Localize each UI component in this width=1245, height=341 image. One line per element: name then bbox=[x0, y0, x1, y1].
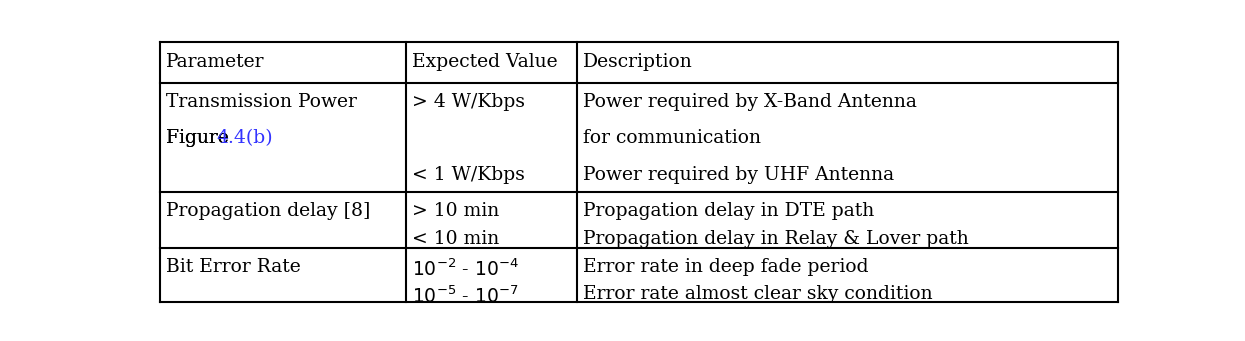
Text: Propagation delay in Relay & Lover path: Propagation delay in Relay & Lover path bbox=[583, 230, 969, 248]
Text: Figure: Figure bbox=[167, 130, 235, 147]
Text: > 10 min: > 10 min bbox=[412, 202, 499, 220]
Text: Propagation delay in DTE path: Propagation delay in DTE path bbox=[583, 202, 874, 220]
Text: $10^{-5}$ - $10^{-7}$: $10^{-5}$ - $10^{-7}$ bbox=[412, 285, 519, 307]
Text: < 1 W/Kbps: < 1 W/Kbps bbox=[412, 166, 525, 184]
Text: $10^{-2}$ - $10^{-4}$: $10^{-2}$ - $10^{-4}$ bbox=[412, 258, 519, 280]
Text: Propagation delay [8]: Propagation delay [8] bbox=[167, 202, 371, 220]
Text: Power required by X-Band Antenna: Power required by X-Band Antenna bbox=[583, 93, 916, 111]
Text: Parameter: Parameter bbox=[167, 53, 265, 71]
Text: Transmission Power: Transmission Power bbox=[167, 93, 357, 111]
Text: Figure: Figure bbox=[167, 130, 235, 147]
Text: Power required by UHF Antenna: Power required by UHF Antenna bbox=[583, 166, 894, 184]
Text: > 4 W/Kbps: > 4 W/Kbps bbox=[412, 93, 525, 111]
Text: Error rate in deep fade period: Error rate in deep fade period bbox=[583, 258, 868, 276]
Text: < 10 min: < 10 min bbox=[412, 230, 499, 248]
Text: for communication: for communication bbox=[583, 130, 761, 147]
Text: 4.4(b): 4.4(b) bbox=[217, 130, 273, 147]
Text: Expected Value: Expected Value bbox=[412, 53, 558, 71]
Text: Error rate almost clear sky condition: Error rate almost clear sky condition bbox=[583, 285, 933, 303]
Text: Bit Error Rate: Bit Error Rate bbox=[167, 258, 301, 276]
Text: Description: Description bbox=[583, 53, 692, 71]
